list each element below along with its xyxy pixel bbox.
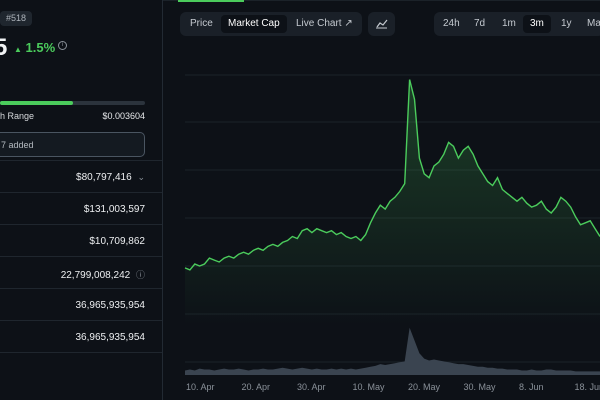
stat-value-text: $80,797,416 (76, 172, 132, 183)
x-tick-label: 10. May (353, 382, 386, 392)
coin-info-panel: #518 5 ▲ 1.5% i h Range $0.003604 7 adde… (0, 0, 162, 400)
x-tick-label: 20. Apr (242, 382, 271, 392)
range-bar (0, 101, 145, 105)
x-tick-label: 10. Apr (186, 382, 215, 392)
price-value: 5 (0, 34, 8, 61)
tab-price[interactable]: Price (190, 18, 213, 29)
stat-row: 36,965,935,954 (0, 288, 162, 320)
tab-market-cap[interactable]: Market Cap (221, 15, 287, 33)
panel-divider (162, 0, 163, 400)
stat-row: $131,003,597 (0, 192, 162, 224)
stat-row-divider (0, 352, 162, 384)
stat-value: 36,965,935,954 (75, 332, 145, 343)
stat-value-text: 22,799,008,242 (60, 270, 131, 281)
stat-row: 22,799,008,242 ⓘ (0, 256, 162, 288)
volume-area (185, 327, 600, 375)
x-tick-label: 18. Jun (575, 382, 600, 392)
stat-row: $10,709,862 (0, 224, 162, 256)
stat-value: 36,965,935,954 (75, 300, 145, 311)
x-tick-label: 30. May (464, 382, 497, 392)
series-line (184, 79, 600, 271)
caret-up-icon: ▲ (14, 45, 22, 54)
range-3m[interactable]: 3m (523, 15, 551, 33)
stat-value: $80,797,416 ⌄ (76, 172, 145, 183)
series-area (185, 79, 600, 325)
market-cap-chart[interactable]: 10. Apr 20. Apr 30. Apr 10. May 20. May 30. M… (163, 40, 600, 400)
rank-badge: #518 (0, 11, 33, 26)
info-icon[interactable]: i (58, 41, 67, 50)
stat-row-market-cap: $80,797,416 ⌄ (0, 160, 162, 192)
stat-value: 22,799,008,242 ⓘ (61, 268, 145, 281)
stat-value: $10,709,862 (89, 236, 145, 247)
tab-live-chart[interactable]: Live Chart ↗ (296, 18, 353, 29)
range-1m[interactable]: 1m (502, 18, 516, 29)
chevron-down-icon[interactable]: ⌄ (137, 172, 145, 182)
range-7d[interactable]: 7d (474, 18, 486, 29)
price-change-value: 1.5% (25, 40, 56, 55)
stat-row: 36,965,935,954 (0, 320, 162, 352)
range-1y[interactable]: 1y (561, 18, 572, 29)
range-bar-fill (0, 101, 73, 105)
watchlist-count: 7 added (1, 140, 34, 150)
range-max[interactable]: Ma (587, 18, 600, 29)
price-change: ▲ 1.5% (14, 40, 55, 57)
chart-svg: 10. Apr 20. Apr 30. Apr 10. May 20. May 30. M… (184, 74, 600, 392)
x-tick-label: 30. Apr (297, 382, 326, 392)
chart-style-button[interactable] (368, 12, 395, 36)
x-tick-label: 8. Jun (519, 382, 544, 392)
info-icon[interactable]: ⓘ (135, 270, 145, 280)
stat-value: $131,003,597 (83, 204, 145, 215)
time-range-tabs: 24h 7d 1m 3m 1y Ma (434, 12, 600, 36)
range-24h[interactable]: 24h (443, 18, 460, 29)
line-chart-icon (376, 19, 388, 29)
range-high-value: $0.003604 (102, 111, 145, 121)
range-label: h Range (0, 111, 35, 121)
x-tick-label: 20. May (408, 382, 441, 392)
top-border (163, 0, 600, 1)
section-indicator (178, 0, 244, 2)
watchlist-button[interactable]: 7 added (0, 132, 145, 157)
chart-type-tabs: Price Market Cap Live Chart ↗ (180, 12, 362, 36)
